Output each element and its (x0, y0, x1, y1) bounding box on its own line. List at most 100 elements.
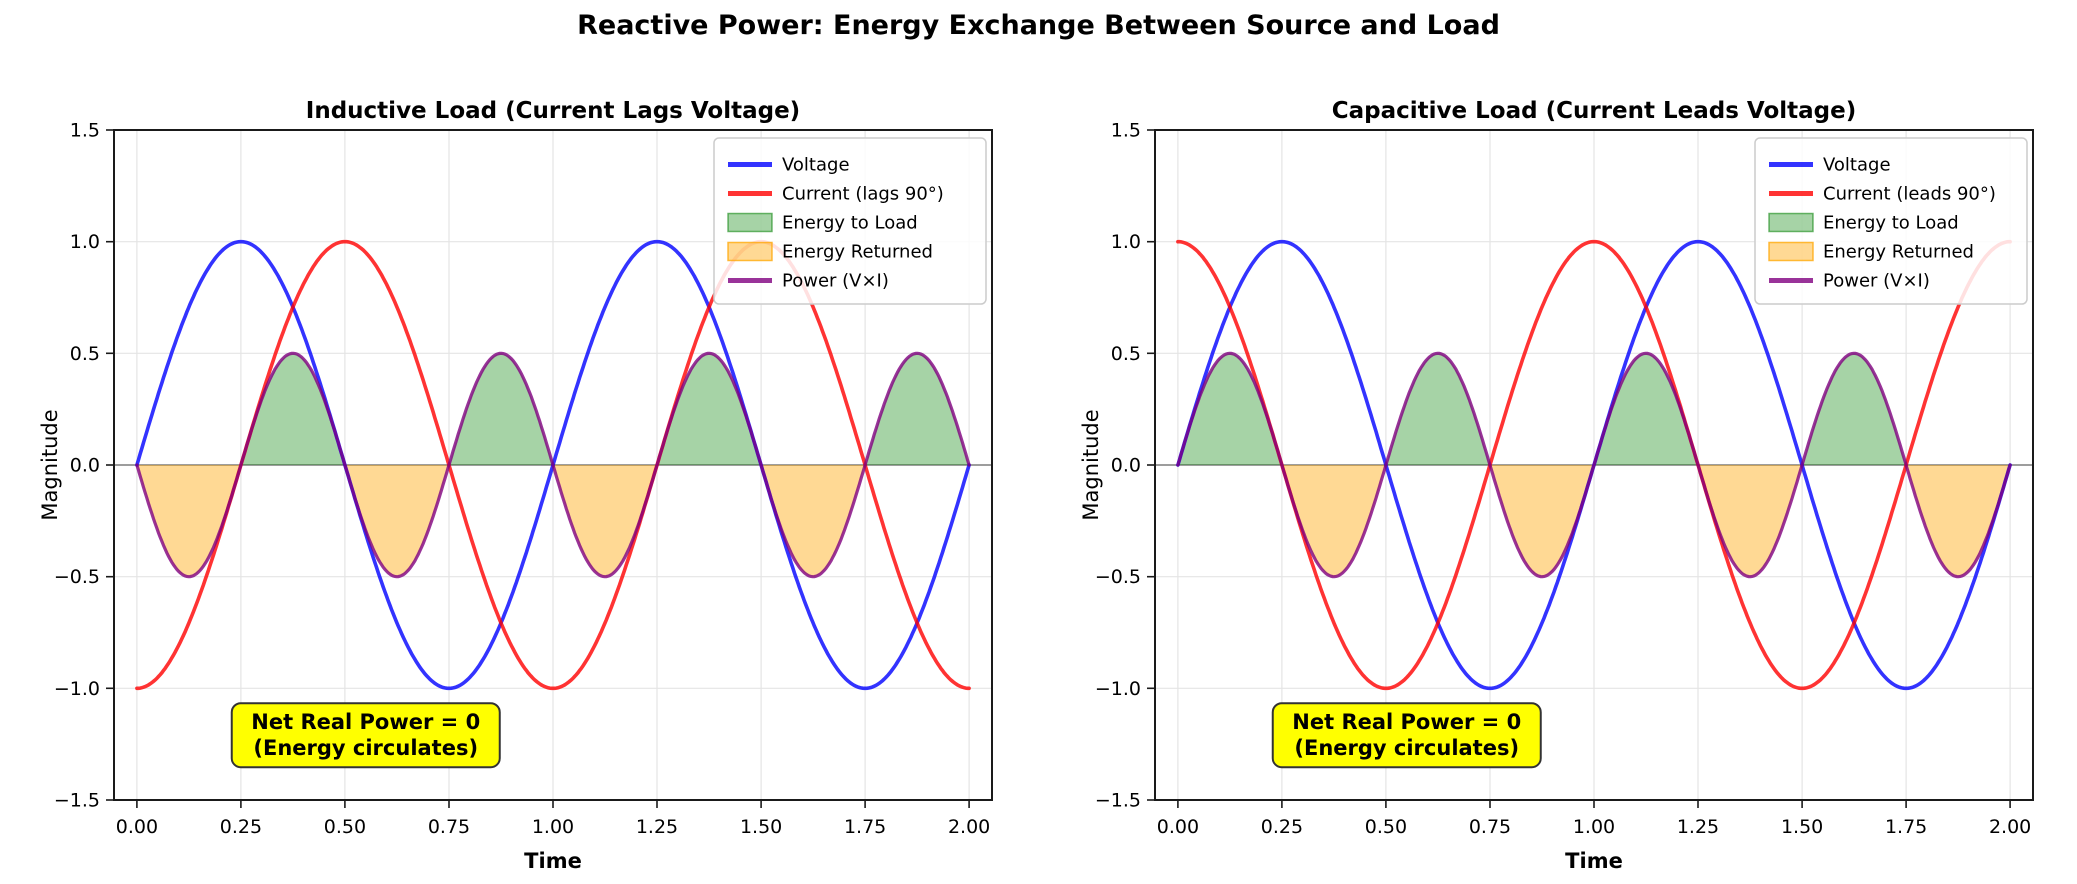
annotation-line: Net Real Power = 0 (1292, 710, 1521, 734)
legend-label: Energy to Load (1823, 213, 1959, 234)
energy-fills (1177, 353, 2011, 577)
legend-label: Current (lags 90°) (782, 184, 944, 205)
legend: Voltage Current (leads 90°) Energy to Load… (1754, 137, 2028, 305)
annotation-line: Net Real Power = 0 (251, 710, 480, 734)
legend-entry-power-v-i: Power (V×I) (728, 271, 889, 292)
legend-patch-swatch (1768, 212, 1814, 233)
current-leads-90-line (1176, 239, 2012, 691)
energy-to-load-fill (1802, 353, 1907, 465)
inductive-load-chart: 0.00 0.25 0.50 0.75 1.00 1.25 1.50 1.75 2.00 −1.5… (40, 92, 1000, 877)
x-tick-label: 0.00 (1157, 816, 1199, 838)
y-tick-label: −1.5 (54, 790, 100, 812)
x-tick-label: 1.50 (740, 816, 782, 838)
y-tick-label: 0.5 (70, 343, 100, 365)
x-tick-label: 1.00 (532, 816, 574, 838)
annotation-line: (Energy circulates) (1294, 736, 1519, 760)
y-tick-label: 0.5 (1111, 343, 1141, 365)
legend-entry-current-leads-90: Current (leads 90°) (1769, 184, 1996, 205)
legend-label: Current (leads 90°) (1823, 184, 1996, 205)
legend-entry-current-lags-90: Current (lags 90°) (728, 184, 944, 205)
legend-entry-energy-to-load: Energy to Load (727, 212, 918, 234)
x-tick-label: 1.25 (1677, 816, 1719, 838)
net-power-annotation: Net Real Power = 0(Energy circulates) (230, 702, 501, 769)
x-tick-label: 1.50 (1781, 816, 1823, 838)
legend: Voltage Current (lags 90°) Energy to Load E… (713, 137, 987, 305)
axis-ticks: 0.00 0.25 0.50 0.75 1.00 1.25 1.50 1.75 2.00 −1.5… (54, 120, 990, 839)
energy-to-load-fill (657, 353, 762, 465)
energy-to-load-fill (1594, 353, 1698, 465)
x-tick-label: 1.00 (1573, 816, 1615, 838)
y-tick-label: −0.5 (54, 566, 100, 588)
legend-patch-swatch (1768, 241, 1814, 262)
legend-entry-voltage: Voltage (1769, 155, 1891, 176)
legend-entry-energy-returned: Energy Returned (1768, 241, 1974, 263)
legend-patch-swatch (727, 241, 773, 262)
y-tick-label: 1.5 (70, 120, 100, 142)
legend-box (1754, 137, 2028, 305)
y-axis-label: Magnitude (1081, 409, 1103, 520)
y-tick-label: 1.5 (1111, 120, 1141, 142)
energy-returned-fill (1281, 465, 1386, 577)
legend-label: Power (V×I) (1823, 271, 1930, 292)
energy-returned-fill (761, 465, 866, 577)
legend-entry-power-v-i: Power (V×I) (1769, 271, 1930, 292)
energy-returned-fill (1490, 465, 1594, 577)
chart-canvas: 0.00 0.25 0.50 0.75 1.00 1.25 1.50 1.75 2.00 −1.5… (1081, 98, 2034, 873)
x-tick-label: 1.75 (844, 816, 886, 838)
power-v-i-line (135, 351, 971, 579)
energy-returned-fill (1698, 465, 1803, 577)
x-tick-label: 0.25 (1261, 816, 1303, 838)
legend-patch-swatch (727, 212, 773, 233)
energy-returned-fill (553, 465, 657, 577)
y-tick-label: −1.0 (1095, 678, 1141, 700)
x-tick-label: 0.75 (1469, 816, 1511, 838)
axis-ticks: 0.00 0.25 0.50 0.75 1.00 1.25 1.50 1.75 2.00 −1.5… (1095, 120, 2031, 839)
legend-label: Voltage (782, 155, 850, 176)
y-tick-label: −1.5 (1095, 790, 1141, 812)
legend-label: Power (V×I) (782, 271, 889, 292)
y-tick-label: 0.0 (1111, 455, 1141, 477)
x-axis-label: Time (1565, 849, 1623, 873)
x-tick-label: 2.00 (948, 816, 990, 838)
capacitive-load-chart: 0.00 0.25 0.50 0.75 1.00 1.25 1.50 1.75 2.00 −1.5… (1081, 92, 2041, 877)
legend-label: Energy to Load (782, 213, 918, 234)
energy-to-load-fill (865, 353, 970, 465)
y-axis-label: Magnitude (40, 409, 62, 520)
net-power-annotation: Net Real Power = 0(Energy circulates) (1271, 702, 1542, 769)
energy-returned-fill (1906, 465, 2011, 577)
legend-box (713, 137, 987, 305)
energy-to-load-fill (240, 353, 345, 465)
x-tick-label: 2.00 (1989, 816, 2031, 838)
annotation-box (230, 702, 501, 769)
chart-canvas: 0.00 0.25 0.50 0.75 1.00 1.25 1.50 1.75 2.00 −1.5… (40, 98, 993, 873)
annotation-box (1271, 702, 1542, 769)
x-tick-label: 0.50 (1365, 816, 1407, 838)
x-tick-label: 1.75 (1885, 816, 1927, 838)
energy-fills (136, 353, 970, 577)
energy-to-load-fill (1385, 353, 1490, 465)
x-tick-label: 0.00 (116, 816, 158, 838)
legend-entry-voltage: Voltage (728, 155, 850, 176)
y-tick-label: −0.5 (1095, 566, 1141, 588)
subplot-title: Inductive Load (Current Lags Voltage) (306, 98, 800, 124)
y-tick-label: 1.0 (70, 231, 100, 253)
x-tick-label: 0.25 (220, 816, 262, 838)
annotation-line: (Energy circulates) (253, 736, 478, 760)
energy-to-load-fill (449, 353, 553, 465)
x-axis-label: Time (524, 849, 582, 873)
x-tick-label: 0.50 (324, 816, 366, 838)
legend-entry-energy-to-load: Energy to Load (1768, 212, 1959, 234)
legend-label: Voltage (1823, 155, 1891, 176)
power-v-i-line (1176, 351, 2012, 579)
legend-label: Energy Returned (1823, 242, 1974, 263)
energy-to-load-fill (1177, 353, 1282, 465)
current-lags-90-line (135, 239, 971, 691)
x-tick-label: 0.75 (428, 816, 470, 838)
legend-entry-energy-returned: Energy Returned (727, 241, 933, 263)
energy-returned-fill (136, 465, 241, 577)
figure-title: Reactive Power: Energy Exchange Between … (577, 10, 1500, 41)
legend-label: Energy Returned (782, 242, 933, 263)
energy-returned-fill (344, 465, 449, 577)
subplot-title: Capacitive Load (Current Leads Voltage) (1332, 98, 1857, 124)
y-tick-label: 1.0 (1111, 231, 1141, 253)
